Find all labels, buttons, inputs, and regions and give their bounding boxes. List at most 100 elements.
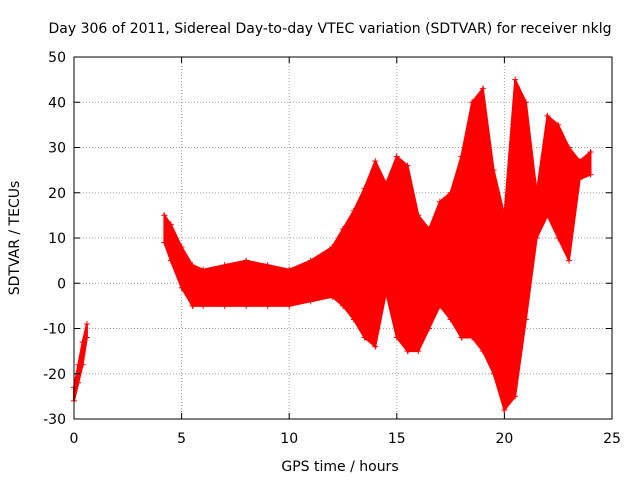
- data-point-upper: [426, 225, 433, 232]
- y-tick-label: -20: [43, 367, 66, 383]
- tick-labels: 0 5 10 15 20 25 -30 -20 -10 0 10 20 30 40 50: [43, 50, 621, 447]
- data-point-lower: [436, 302, 443, 309]
- data-band-segment: [417, 212, 431, 352]
- data-point-upper: [372, 158, 379, 165]
- data-point-lower: [361, 334, 368, 341]
- data-point-lower: [372, 343, 379, 350]
- data-band-segment: [471, 85, 484, 354]
- data-point-upper: [340, 225, 346, 232]
- data-point-lower: [307, 298, 314, 305]
- data-point-upper: [458, 153, 465, 160]
- data-point-lower: [178, 284, 185, 291]
- y-tick-label: -30: [43, 412, 66, 428]
- data-point-upper: [221, 262, 228, 269]
- data-point-lower: [161, 239, 168, 246]
- x-tick-label: 5: [177, 431, 186, 447]
- data-point-lower: [479, 348, 486, 355]
- data-point-upper: [361, 185, 368, 192]
- data-point-lower: [447, 316, 454, 323]
- data-band-segment: [363, 160, 377, 349]
- data-point-upper: [329, 244, 336, 251]
- data-point-lower: [565, 257, 572, 264]
- data-point-lower: [350, 316, 357, 323]
- data-point-lower: [200, 302, 207, 309]
- data-point-lower: [404, 348, 411, 355]
- data-band-segment: [266, 263, 291, 307]
- data-point-upper: [479, 85, 486, 92]
- data-point-lower: [286, 302, 293, 309]
- x-tick-label: 10: [280, 431, 298, 447]
- data-point-upper: [544, 112, 551, 119]
- data-point-upper: [469, 99, 476, 106]
- data-point-lower: [329, 293, 336, 300]
- data-point-upper: [576, 158, 583, 165]
- data-point-upper: [178, 244, 185, 251]
- data-point-upper: [393, 153, 400, 160]
- data-point-upper: [436, 198, 443, 205]
- data-point-upper: [189, 262, 196, 269]
- data-point-lower: [83, 334, 90, 341]
- data-band-segment: [288, 259, 312, 308]
- data-point-upper: [501, 212, 508, 219]
- data-point-lower: [340, 302, 346, 309]
- y-tick-label: 40: [48, 95, 66, 111]
- data-point-lower: [587, 171, 594, 178]
- y-tick-label: 0: [57, 276, 66, 292]
- data-point-lower: [264, 302, 271, 309]
- data-point-upper: [83, 320, 90, 327]
- x-tick-label: 25: [603, 431, 621, 447]
- data-point-lower: [522, 316, 529, 323]
- data-band-segment: [202, 263, 226, 307]
- data-band-segment: [342, 207, 355, 323]
- data-point-upper: [286, 266, 293, 273]
- data-point-upper: [512, 76, 519, 83]
- ticks: [73, 56, 613, 420]
- data-point-upper: [200, 266, 207, 273]
- y-tick-label: 20: [48, 186, 66, 202]
- data-band-segment: [438, 190, 452, 323]
- data-point-upper: [79, 339, 86, 346]
- data-point-upper: [167, 221, 174, 228]
- data-point-upper: [447, 189, 454, 196]
- x-tick-label: 20: [495, 431, 513, 447]
- data-point-upper: [264, 262, 271, 269]
- x-axis-label: GPS time / hours: [281, 459, 398, 475]
- data-point-lower: [415, 348, 422, 355]
- data-point-upper: [555, 121, 562, 128]
- data-point-lower: [393, 334, 400, 341]
- data-band-segment: [223, 259, 248, 307]
- data-point-upper: [161, 212, 168, 219]
- x-tick-label: 0: [70, 431, 79, 447]
- data-point-lower: [458, 334, 465, 341]
- data-point-upper: [383, 180, 390, 187]
- data-point-upper: [522, 99, 529, 106]
- x-tick-label: 15: [388, 431, 406, 447]
- y-tick-label: -10: [43, 322, 66, 338]
- data-point-lower: [512, 393, 519, 400]
- data-point-lower: [426, 325, 433, 332]
- chart-title: Day 306 of 2011, Sidereal Day-to-day VTE…: [49, 21, 612, 37]
- data-point-upper: [490, 167, 497, 174]
- data-point-upper: [587, 149, 594, 156]
- data-point-upper: [565, 144, 572, 151]
- data-point-lower: [490, 370, 497, 377]
- data-point-lower: [383, 289, 390, 296]
- data-band-segment: [245, 259, 269, 307]
- data-point-lower: [576, 176, 583, 183]
- data-point-upper: [350, 207, 357, 214]
- data-points: [71, 76, 594, 413]
- data-point-lower: [221, 302, 228, 309]
- y-tick-label: 50: [48, 50, 66, 66]
- data-point-lower: [243, 302, 250, 309]
- y-tick-label: 30: [48, 141, 66, 157]
- data-band-segment: [557, 124, 570, 262]
- data-point-lower: [75, 379, 82, 386]
- data-point-lower: [544, 212, 551, 219]
- data-band-segment: [395, 154, 409, 354]
- data-point-lower: [501, 406, 508, 413]
- data-point-lower: [79, 361, 86, 368]
- y-tick-label: 10: [48, 231, 66, 247]
- data-point-lower: [555, 235, 562, 241]
- data-point-lower: [469, 334, 476, 341]
